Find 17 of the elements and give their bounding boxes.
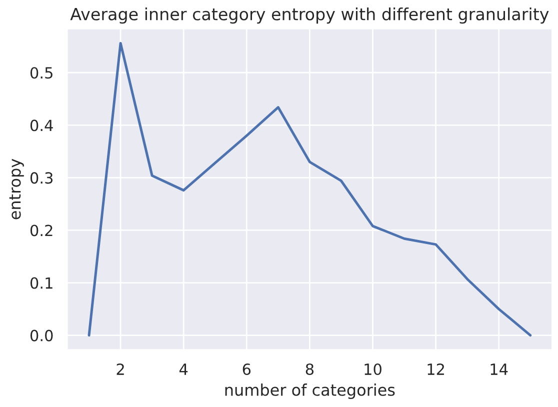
x-tick-label: 4 [179, 364, 188, 375]
x-axis-title: number of categories [225, 384, 395, 400]
x-tick-label: 2 [116, 363, 124, 375]
x-tick-label: 14 [490, 364, 508, 375]
x-tick-label: 6 [242, 363, 251, 376]
y-tick-label: 0.4 [30, 120, 53, 132]
x-tick-label: 10 [364, 363, 382, 376]
y-axis-title: entropy [9, 158, 24, 220]
chart-title: Average inner category entropy with different granularity [70, 7, 549, 24]
y-tick-label: 0.1 [30, 277, 52, 289]
y-tick-label: 0.0 [30, 330, 53, 342]
x-tick-label: 12 [428, 363, 444, 375]
x-tick-label: 8 [306, 363, 314, 376]
line-series [88, 42, 532, 337]
y-tick-label: 0.5 [30, 67, 52, 79]
y-tick-label: 0.3 [30, 172, 53, 184]
y-tick-label: 0.2 [30, 224, 52, 236]
